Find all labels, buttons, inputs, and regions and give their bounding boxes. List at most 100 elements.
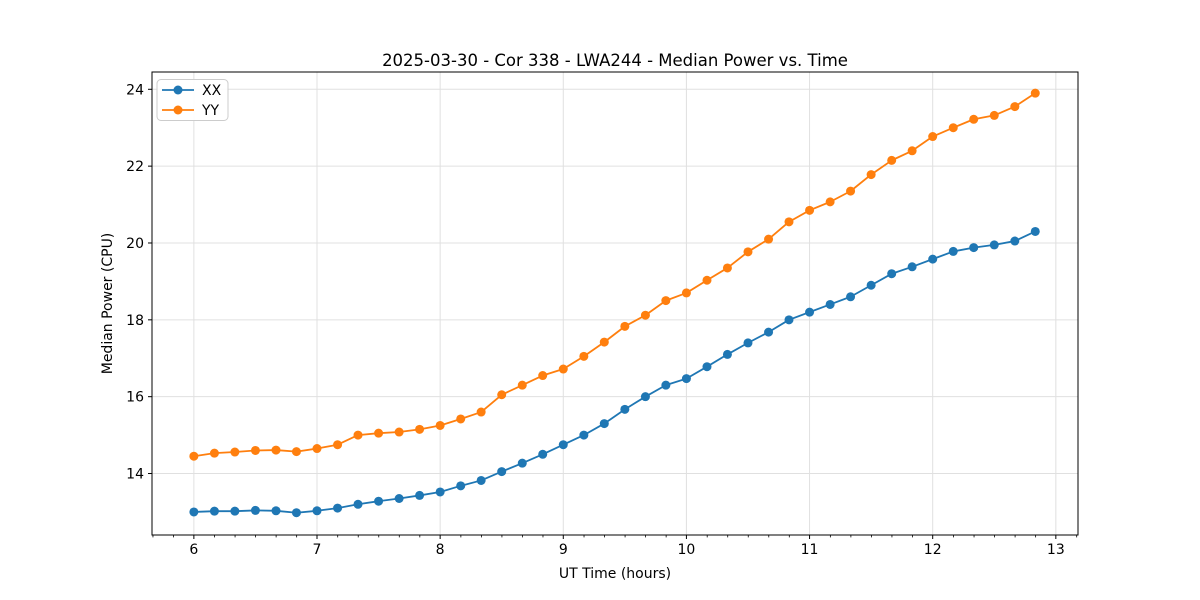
data-point [209,448,219,458]
data-point [415,424,425,434]
data-point [599,419,609,429]
data-point [928,132,938,142]
data-point [722,263,732,273]
data-point [907,262,917,272]
grid-lines [152,72,1078,535]
chart-title: 2025-03-30 - Cor 338 - LWA244 - Median P… [382,51,848,70]
data-point [271,506,281,516]
data-point [333,440,343,450]
data-point [558,364,568,374]
data-point [476,407,486,417]
data-point [887,155,897,165]
data-series [189,88,1040,518]
x-axis-label: UT Time (hours) [559,566,671,582]
legend: XX YY [156,79,229,121]
data-point [1010,236,1020,246]
data-point [784,315,794,325]
data-point [538,449,548,459]
data-point [907,146,917,156]
data-point [764,327,774,337]
data-point [497,467,507,477]
data-point [661,296,671,306]
data-point [312,444,322,454]
x-tick-label: 11 [801,542,819,558]
legend-item-xx: XX [202,83,222,99]
y-tick-label: 20 [126,236,144,252]
data-point [374,428,384,438]
data-point [374,496,384,506]
data-point [681,374,691,384]
data-point [579,351,589,361]
data-point [661,380,671,390]
data-point [291,447,301,457]
data-point [250,445,260,455]
data-point [702,362,712,372]
data-point [599,337,609,347]
data-point [312,506,322,516]
data-point [702,275,712,285]
data-point [1030,88,1040,98]
data-point [435,420,445,430]
x-tick-label: 10 [678,542,696,558]
data-point [394,493,404,503]
y-tick-label: 14 [126,467,144,483]
data-point [805,205,815,215]
data-point [230,506,240,516]
data-point [456,481,466,491]
data-point [291,508,301,518]
x-tick-label: 13 [1047,542,1065,558]
legend-marker [173,85,183,95]
legend-marker [173,105,183,115]
data-point [825,197,835,207]
data-point [1030,226,1040,236]
data-point [846,292,856,302]
data-point [333,503,343,513]
data-point [517,458,527,468]
data-point [497,390,507,400]
data-point [250,505,260,515]
data-point [271,445,281,455]
y-axis-label: Median Power (CPU) [100,233,116,375]
data-point [620,404,630,414]
data-point [948,123,958,133]
plot-frame [151,71,1079,536]
data-point [558,440,568,450]
data-point [743,338,753,348]
data-point [866,280,876,290]
data-point [353,499,363,509]
data-point [189,451,199,461]
data-point [928,254,938,264]
data-point [209,506,219,516]
data-point [866,170,876,180]
data-point [517,380,527,390]
data-point [640,392,650,402]
data-point [189,507,199,517]
data-point [989,110,999,120]
axes: 6 7 8 9 10 11 12 13 14 16 18 20 22 24 [126,71,1079,558]
data-point [887,269,897,279]
legend-item-yy: YY [201,103,220,119]
series-yy [189,88,1040,461]
series-xx-line [193,230,1036,514]
data-point [846,186,856,196]
data-point [681,288,691,298]
y-tick-label: 18 [126,313,144,329]
data-point [948,246,958,256]
data-point [435,487,445,497]
data-point [722,349,732,359]
data-point [784,217,794,227]
data-point [989,240,999,250]
data-point [1010,102,1020,112]
data-point [969,114,979,124]
x-tick-label: 9 [559,542,568,558]
data-point [230,447,240,457]
y-tick-label: 22 [126,159,144,175]
data-point [764,234,774,244]
y-tick-label: 24 [126,82,144,98]
data-point [825,299,835,309]
data-point [969,243,979,253]
x-tick-label: 6 [189,542,198,558]
x-tick-label: 7 [313,542,322,558]
